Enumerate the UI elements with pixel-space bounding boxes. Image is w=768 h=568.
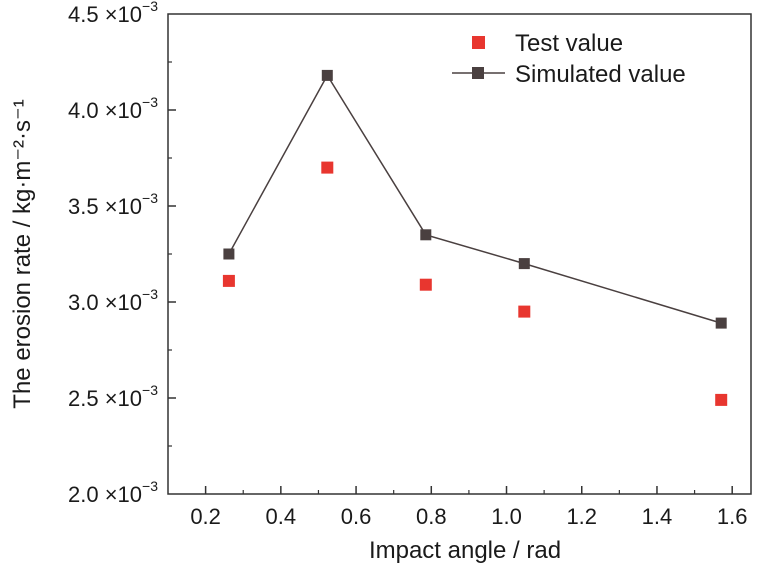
test-value-point	[321, 161, 334, 174]
simulated-value-point	[420, 229, 432, 241]
x-tick-label: 0.8	[416, 504, 447, 529]
x-axis-title: Impact angle / rad	[369, 537, 561, 564]
simulated-value-point	[518, 258, 530, 270]
test-value-point	[419, 278, 432, 291]
legend: Test value Simulated value	[452, 30, 686, 88]
y-tick-label: 4.0 ×10−3	[68, 94, 158, 123]
x-tick-label: 1.2	[566, 504, 597, 529]
test-value-point	[715, 393, 728, 406]
legend-marker-simulated-value	[472, 67, 484, 79]
x-tick-label: 1.6	[717, 504, 748, 529]
x-tick-label: 1.0	[491, 504, 522, 529]
legend-label-simulated-value: Simulated value	[515, 61, 686, 88]
y-tick-label: 2.5 ×10−3	[68, 382, 158, 411]
x-tick-label: 0.4	[266, 504, 297, 529]
y-tick-label: 4.5 ×10−3	[68, 0, 158, 27]
legend-label-test-value: Test value	[515, 30, 623, 57]
x-tick-label: 1.4	[642, 504, 673, 529]
simulated-value-point	[223, 248, 235, 260]
test-value-point	[518, 305, 531, 318]
x-tick-label: 0.2	[190, 504, 221, 529]
x-tick-label: 0.6	[341, 504, 372, 529]
y-axis-ticks: 2.0 ×10−3 2.5 ×10−3 3.0 ×10−3 3.5 ×10−3 4.0 …	[68, 0, 176, 507]
y-tick-label: 2.0 ×10−3	[68, 478, 158, 507]
y-tick-label: 3.0 ×10−3	[68, 286, 158, 315]
simulated-value-line	[228, 73, 722, 324]
test-value-point	[222, 274, 235, 287]
simulated-value-point	[715, 317, 727, 329]
x-axis-ticks: 0.2 0.4 0.6 0.8 1.0 1.2 1.4 1.6	[190, 486, 747, 529]
y-tick-label: 3.5 ×10−3	[68, 190, 158, 219]
y-axis-title: The erosion rate / kg·m⁻²·s⁻¹	[9, 99, 36, 408]
simulated-value-point	[321, 69, 333, 81]
legend-marker-test-value	[472, 36, 485, 49]
series-layer	[222, 69, 728, 406]
